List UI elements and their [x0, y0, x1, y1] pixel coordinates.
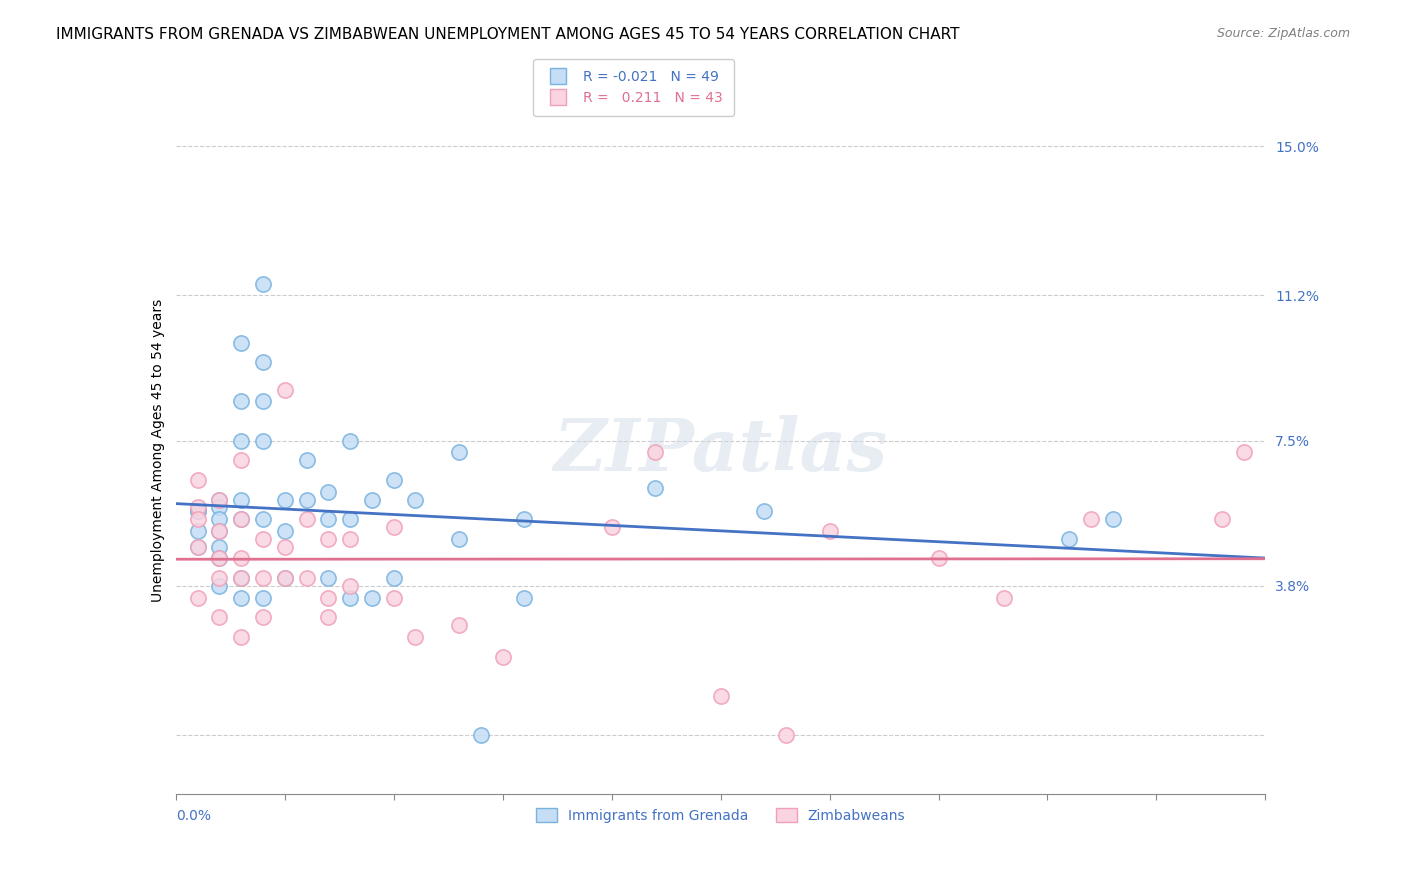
Point: [405, 492, 427, 507]
Point: [186, 591, 209, 605]
Point: [231, 335, 253, 350]
Point: [339, 434, 361, 448]
Point: [186, 540, 209, 554]
Point: [295, 453, 318, 467]
Point: [382, 473, 405, 487]
Point: [447, 445, 470, 459]
Legend: Immigrants from Grenada, Zimbabweans: Immigrants from Grenada, Zimbabweans: [530, 802, 911, 828]
Point: [186, 500, 209, 515]
Point: [295, 492, 318, 507]
Point: [208, 610, 231, 624]
Point: [318, 591, 340, 605]
Point: [339, 512, 361, 526]
Point: [318, 571, 340, 585]
Point: [208, 571, 231, 585]
Point: [231, 512, 253, 526]
Point: [231, 630, 253, 644]
Point: [775, 728, 797, 742]
Point: [274, 571, 297, 585]
Point: [1232, 445, 1256, 459]
Text: ZIPatlas: ZIPatlas: [554, 415, 887, 486]
Point: [993, 591, 1015, 605]
Point: [818, 524, 841, 538]
Point: [1211, 512, 1233, 526]
Point: [382, 571, 405, 585]
Point: [274, 524, 297, 538]
Point: [252, 610, 274, 624]
Point: [231, 551, 253, 566]
Point: [295, 512, 318, 526]
Point: [600, 520, 623, 534]
Point: [318, 610, 340, 624]
Point: [208, 500, 231, 515]
Point: [382, 591, 405, 605]
Point: [231, 394, 253, 409]
Text: IMMIGRANTS FROM GRENADA VS ZIMBABWEAN UNEMPLOYMENT AMONG AGES 45 TO 54 YEARS COR: IMMIGRANTS FROM GRENADA VS ZIMBABWEAN UN…: [56, 27, 960, 42]
Point: [405, 630, 427, 644]
Text: Source: ZipAtlas.com: Source: ZipAtlas.com: [1216, 27, 1350, 40]
Point: [252, 434, 274, 448]
Point: [928, 551, 950, 566]
Point: [447, 532, 470, 546]
Point: [274, 492, 297, 507]
Point: [710, 689, 733, 703]
Point: [186, 524, 209, 538]
Point: [470, 728, 492, 742]
Point: [318, 484, 340, 499]
Point: [339, 591, 361, 605]
Point: [382, 520, 405, 534]
Point: [252, 512, 274, 526]
Point: [644, 445, 666, 459]
Point: [208, 551, 231, 566]
Point: [318, 512, 340, 526]
Point: [208, 512, 231, 526]
Point: [252, 277, 274, 291]
Point: [274, 571, 297, 585]
Point: [339, 532, 361, 546]
Point: [252, 394, 274, 409]
Point: [513, 591, 536, 605]
Point: [492, 649, 515, 664]
Point: [252, 355, 274, 369]
Point: [252, 532, 274, 546]
Point: [513, 512, 536, 526]
Point: [186, 512, 209, 526]
Point: [644, 481, 666, 495]
Point: [252, 591, 274, 605]
Point: [252, 571, 274, 585]
Point: [1080, 512, 1102, 526]
Point: [208, 492, 231, 507]
Point: [360, 591, 382, 605]
Point: [208, 579, 231, 593]
Point: [231, 591, 253, 605]
Point: [231, 453, 253, 467]
Point: [231, 571, 253, 585]
Point: [318, 532, 340, 546]
Point: [1057, 532, 1080, 546]
Point: [186, 504, 209, 518]
Text: 0.0%: 0.0%: [176, 809, 211, 823]
Point: [339, 579, 361, 593]
Point: [208, 551, 231, 566]
Point: [186, 473, 209, 487]
Point: [754, 504, 776, 518]
Point: [360, 492, 382, 507]
Y-axis label: Unemployment Among Ages 45 to 54 years: Unemployment Among Ages 45 to 54 years: [150, 299, 165, 602]
Point: [208, 524, 231, 538]
Point: [208, 524, 231, 538]
Point: [231, 512, 253, 526]
Point: [208, 492, 231, 507]
Point: [274, 540, 297, 554]
Point: [447, 618, 470, 632]
Point: [295, 571, 318, 585]
Point: [274, 383, 297, 397]
Point: [186, 504, 209, 518]
Point: [231, 492, 253, 507]
Point: [186, 540, 209, 554]
Point: [231, 434, 253, 448]
Point: [1102, 512, 1125, 526]
Point: [231, 571, 253, 585]
Point: [208, 540, 231, 554]
